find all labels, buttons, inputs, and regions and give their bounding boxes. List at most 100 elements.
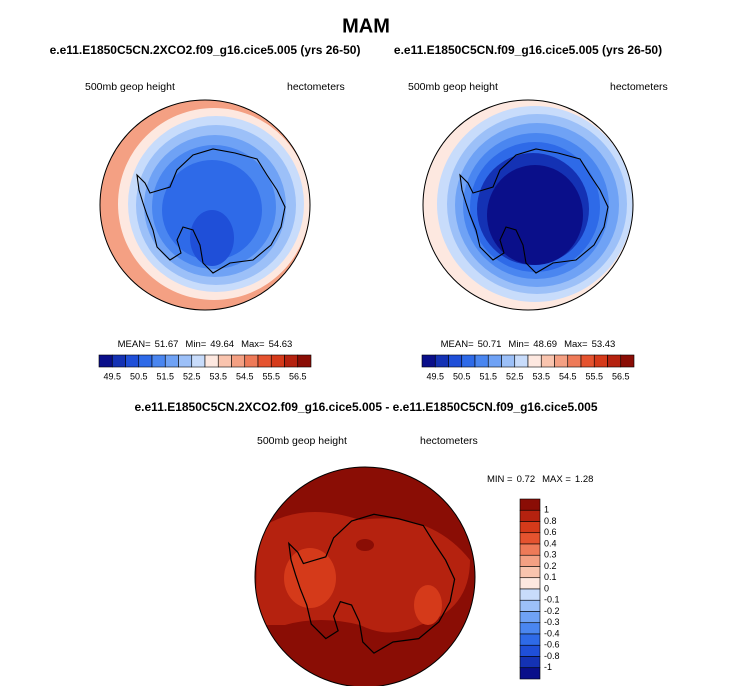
units-label: hectometers xyxy=(287,81,345,93)
colorbar-label: -0.6 xyxy=(544,640,560,650)
colorbar-label: 0.4 xyxy=(544,538,557,548)
case-title: e.e11.E1850C5CN.2XCO2.f09_g16.cice5.005 … xyxy=(50,43,361,57)
colorbar-box xyxy=(487,354,502,368)
colorbar-box xyxy=(519,633,541,646)
variable-label: 500mb geop height xyxy=(85,81,175,93)
colorbar-label: 0.3 xyxy=(544,550,557,560)
colorbar-box xyxy=(501,354,516,368)
stat-value: 53.43 xyxy=(592,339,616,350)
map-border xyxy=(254,466,476,686)
colorbar-label: 54.5 xyxy=(559,371,577,381)
colorbar-box xyxy=(191,354,206,368)
map-difference xyxy=(255,467,475,686)
main-title: MAM xyxy=(342,15,390,37)
colorbar-box xyxy=(519,566,541,579)
units-label: hectometers xyxy=(420,435,478,447)
colorbar-label: -0.3 xyxy=(544,617,560,627)
colorbar-label: 50.5 xyxy=(130,371,148,381)
map-border xyxy=(422,99,634,311)
stat-value: 48.69 xyxy=(533,339,557,350)
colorbar-label: -1 xyxy=(544,662,552,672)
colorbar-label: 53.5 xyxy=(209,371,227,381)
variable-label: 500mb geop height xyxy=(257,435,347,447)
colorbar-box xyxy=(620,354,635,368)
stat-label: Min= xyxy=(508,339,529,350)
map-left xyxy=(100,100,310,310)
colorbar-label: 50.5 xyxy=(453,371,471,381)
stats: MIN = 0.72 MAX = 1.28 xyxy=(487,474,593,485)
colorbar-label: 49.5 xyxy=(426,371,444,381)
colorbar-box xyxy=(421,354,436,368)
colorbar-label: -0.1 xyxy=(544,595,560,605)
colorbar-box xyxy=(474,354,489,368)
colorbar-box xyxy=(519,509,541,522)
colorbar-box xyxy=(519,532,541,545)
colorbar-box xyxy=(514,354,529,368)
colorbar-label: 0.8 xyxy=(544,516,557,526)
colorbar-box xyxy=(297,354,312,368)
colorbar-box xyxy=(125,354,140,368)
case-title: e.e11.E1850C5CN.2XCO2.f09_g16.cice5.005 … xyxy=(135,400,598,414)
stats: MEAN= 50.71 Min= 48.69 Max= 53.43 xyxy=(441,339,616,350)
colorbar-box xyxy=(554,354,569,368)
stat-label: Max= xyxy=(241,339,265,350)
colorbar-box xyxy=(270,354,285,368)
colorbar-box xyxy=(448,354,463,368)
colorbar-box xyxy=(519,498,541,511)
colorbar-box xyxy=(178,354,193,368)
colorbar-box xyxy=(519,554,541,567)
colorbar-label: 54.5 xyxy=(236,371,254,381)
colorbar-label: 56.5 xyxy=(289,371,307,381)
case-title: e.e11.E1850C5CN.f09_g16.cice5.005 (yrs 2… xyxy=(394,43,662,57)
colorbar-box xyxy=(151,354,166,368)
colorbar-box xyxy=(540,354,555,368)
colorbar-box xyxy=(519,656,541,669)
stat-value: 51.67 xyxy=(155,339,179,350)
colorbar-label: 49.5 xyxy=(103,371,121,381)
colorbar-box xyxy=(519,577,541,590)
colorbar-box xyxy=(111,354,126,368)
stat-label: Min= xyxy=(185,339,206,350)
stat-label: Max= xyxy=(564,339,588,350)
colorbar-box xyxy=(593,354,608,368)
stat-label: MEAN= xyxy=(118,339,151,350)
colorbar-label: 51.5 xyxy=(479,371,497,381)
colorbar-box xyxy=(244,354,259,368)
colorbar-label: 56.5 xyxy=(612,371,630,381)
map-border xyxy=(99,99,311,311)
colorbar-label: -0.8 xyxy=(544,651,560,661)
stat-label: MEAN= xyxy=(441,339,474,350)
stat-label: MAX = xyxy=(542,474,571,485)
units-label: hectometers xyxy=(610,81,668,93)
stat-value: 0.72 xyxy=(517,474,536,485)
stat-value: 50.71 xyxy=(478,339,502,350)
colorbar-label: 0.6 xyxy=(544,527,557,537)
colorbar-box xyxy=(257,354,272,368)
colorbar-box xyxy=(519,521,541,534)
colorbar-box xyxy=(527,354,542,368)
stat-label: MIN = xyxy=(487,474,513,485)
colorbar-label: 0 xyxy=(544,583,549,593)
colorbar-box xyxy=(567,354,582,368)
colorbar-label: 55.5 xyxy=(262,371,280,381)
colorbar-label: 0.2 xyxy=(544,561,557,571)
colorbar-label: -0.4 xyxy=(544,628,560,638)
colorbar-label: 51.5 xyxy=(156,371,174,381)
colorbar-label: 52.5 xyxy=(506,371,524,381)
colorbar-box xyxy=(284,354,299,368)
colorbar-box xyxy=(519,622,541,635)
colorbar-box xyxy=(434,354,449,368)
colorbar-box xyxy=(461,354,476,368)
colorbar-label: 52.5 xyxy=(183,371,201,381)
stats: MEAN= 51.67 Min= 49.64 Max= 54.63 xyxy=(118,339,293,350)
stat-value: 54.63 xyxy=(269,339,293,350)
colorbar-label: 55.5 xyxy=(585,371,603,381)
colorbar-box xyxy=(519,611,541,624)
colorbar-label: -0.2 xyxy=(544,606,560,616)
colorbar-box xyxy=(607,354,622,368)
colorbar-box xyxy=(138,354,153,368)
colorbar-label: 1 xyxy=(544,505,549,515)
colorbar-box xyxy=(519,644,541,657)
colorbar-box xyxy=(231,354,246,368)
colorbar-label: 0.1 xyxy=(544,572,557,582)
